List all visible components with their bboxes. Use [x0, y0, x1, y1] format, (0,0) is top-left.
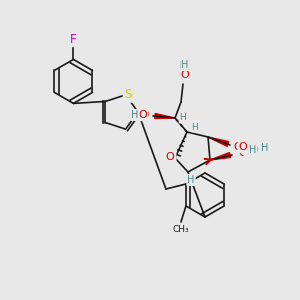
Text: F: F	[70, 33, 77, 46]
Text: CH₃: CH₃	[172, 226, 189, 235]
Text: S: S	[125, 88, 132, 101]
Polygon shape	[208, 137, 229, 146]
Text: H: H	[249, 145, 257, 155]
Text: O: O	[167, 153, 176, 163]
Text: H: H	[244, 145, 252, 155]
Text: O: O	[181, 70, 189, 80]
Text: H: H	[192, 122, 198, 131]
Text: O: O	[250, 145, 258, 155]
Text: H: H	[180, 113, 186, 122]
Text: O: O	[234, 142, 242, 152]
Text: H: H	[261, 143, 269, 153]
Text: H: H	[179, 61, 187, 71]
Text: O: O	[166, 152, 174, 162]
Text: O: O	[178, 70, 188, 80]
Text: O: O	[141, 110, 149, 120]
Text: S: S	[124, 88, 131, 101]
Text: O: O	[238, 142, 247, 152]
Text: O: O	[139, 110, 147, 120]
Text: H: H	[133, 110, 141, 120]
Text: O: O	[238, 148, 247, 158]
Text: H: H	[250, 145, 258, 155]
Text: F: F	[70, 33, 77, 46]
Polygon shape	[155, 113, 175, 119]
Polygon shape	[210, 153, 231, 160]
Text: H: H	[187, 175, 195, 185]
Text: H: H	[131, 110, 139, 120]
Text: H: H	[181, 60, 189, 70]
